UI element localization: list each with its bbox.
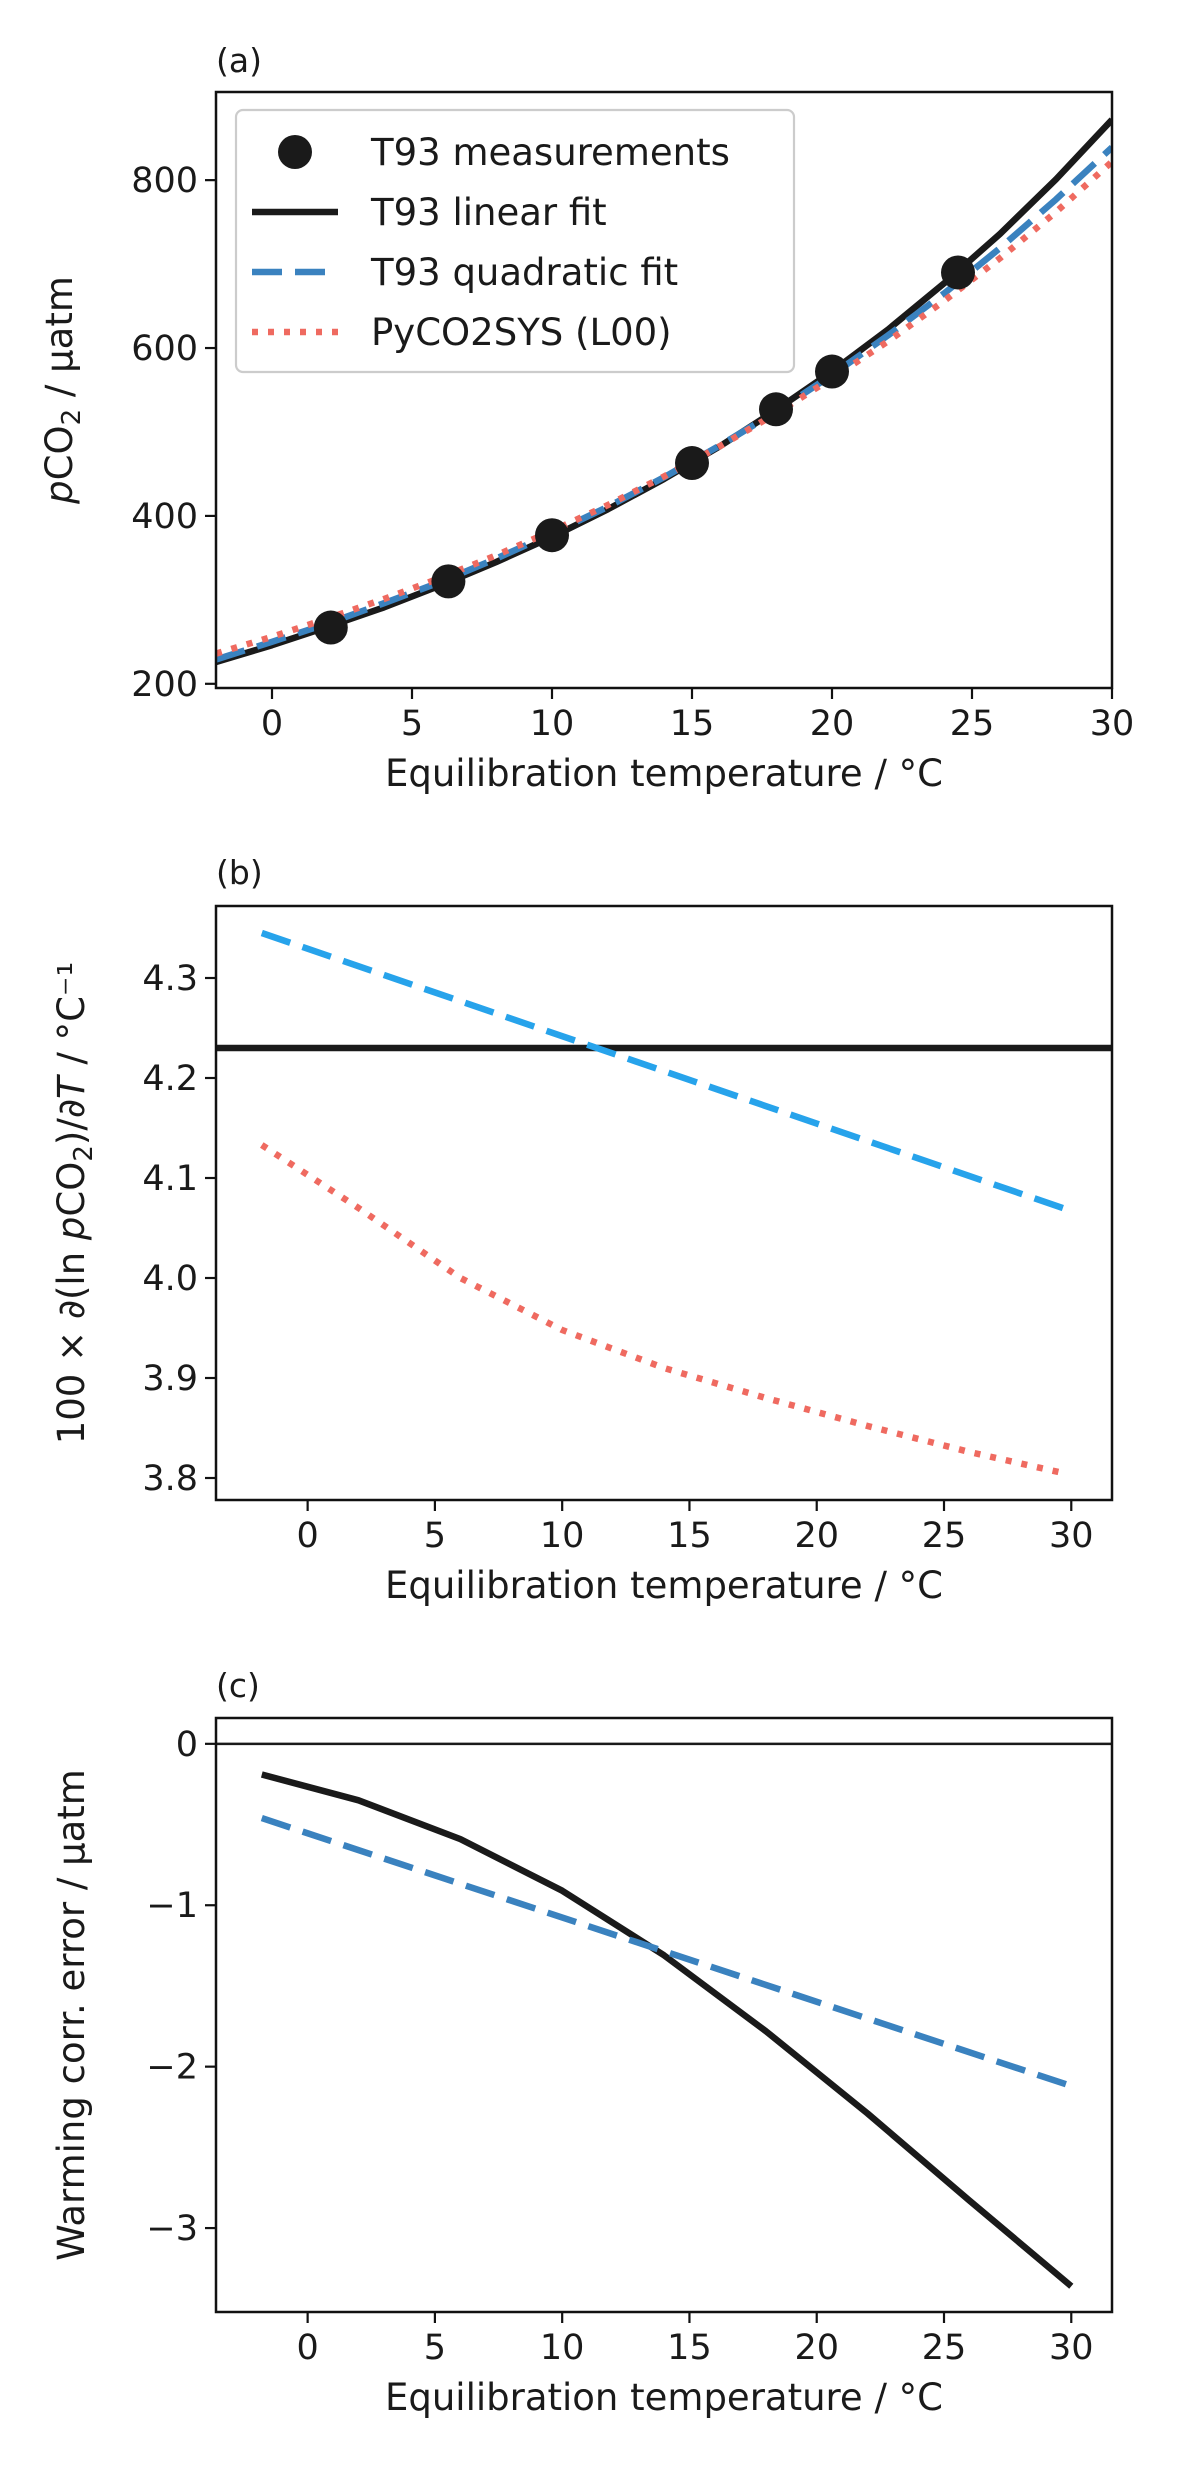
panel-a-legend: T93 measurements T93 linear fit T93 quadra… [234,108,796,374]
panel-b-x-tick-label: 15 [667,1516,712,1556]
panel-a-x-tick-label: 0 [261,704,283,744]
panel-a-y-tick-label: 600 [131,329,198,369]
panel-b-x-tick-label: 20 [794,1516,839,1556]
panel-c-y-tick-label: −2 [146,2048,198,2088]
panel-c-x-tick-label: 20 [794,2328,839,2368]
panel-b-x-axis-label: Equilibration temperature / °C [385,1564,943,1607]
panel-a-label: (a) [216,41,262,80]
panel-a-x-tick-label: 20 [810,704,855,744]
panel-b-y-tick-label: 4.1 [142,1159,198,1199]
panel-c-x-tick-label: 10 [540,2328,585,2368]
panel-a-measurement-point [815,354,849,389]
panel-a-y-tick-label: 400 [131,497,198,537]
legend-label: T93 measurements [370,131,730,174]
panel-b-plot: 0 5 10 15 20 25 30 3.8 3.9 4.0 4.1 4.2 4.3 Equilibrat… [50,904,1114,1607]
panel-a-plot-area [216,117,1112,666]
panel-b-y-tick-label: 4.0 [142,1259,198,1299]
panel-a-y-tick-label: 800 [131,161,198,201]
panel-b-x-tick-label: 5 [424,1516,446,1556]
panel-b-x-tick-label: 0 [296,1516,318,1556]
panel-a-measurement-point [431,564,466,599]
panel-b-series-pyco2sys-l00 [260,1142,1060,1476]
panel-c: (c) 0 5 10 15 20 25 30 −3 −2 −1 0 Equilibration tem… [50,1666,1114,2419]
panel-a-measurement-point [535,518,569,553]
panel-b-x-tick-label: 25 [922,1516,967,1556]
panel-c-label: (c) [216,1666,260,1705]
panel-a-measurement-point [313,610,348,645]
panel-b-series-t93-quadratic-fit [260,929,1073,1215]
panel-a-legend-box [234,108,796,374]
panel-a-frame [214,90,1114,690]
panel-c-frame [214,1716,1114,2314]
panel-b-x-tick-label: 30 [1049,1516,1094,1556]
panel-a-x-tick-label: 10 [530,704,575,744]
panel-a-x-tick-label: 30 [1090,704,1135,744]
panel-c-x-tick-label: 15 [667,2328,712,2368]
legend-entry: PyCO2SYS (L00) [252,311,672,354]
panel-b-y-tick-label: 4.3 [142,959,198,999]
panel-b-plot-area [216,929,1112,1476]
panel-b-x-tick-label: 10 [540,1516,585,1556]
panel-b-y-tick-label: 4.2 [142,1059,198,1099]
panel-a-measurement-point [675,446,709,481]
panel-a-y-tick-label: 200 [131,665,198,705]
panel-c-x-tick-label: 25 [922,2328,967,2368]
panel-b-y-tick-label: 3.9 [142,1359,198,1399]
panel-a-x-tick-label: 25 [950,704,995,744]
panel-a-measurement-point [759,392,793,427]
panel-c-y-tick-label: 0 [176,1725,198,1765]
panel-a-y-axis-label: pCO2 / µatm [38,276,87,505]
panel-a: (a) 0 5 10 15 20 25 30 200 400 600 800 Equilibratio… [38,41,1134,795]
legend-label: T93 linear fit [370,191,607,234]
panel-a-measurement-point [941,255,975,290]
panel-c-y-axis-label: Warming corr. error / µatm [50,1769,93,2261]
panel-c-y-tick-label: −1 [146,1886,198,1926]
legend-entry: T93 linear fit [252,191,607,234]
panel-b: (b) 0 5 10 15 20 25 30 3.8 3.9 4.0 4.1 4.2 4.3 Equili… [50,853,1114,1607]
panel-c-series-t93-linear-fit [260,1771,1074,2289]
panel-c-x-tick-label: 0 [296,2328,318,2368]
panel-b-label: (b) [216,853,263,892]
panel-c-x-tick-label: 30 [1049,2328,1094,2368]
legend-marker [278,135,312,169]
panel-c-series-t93-quadratic-fit [260,1815,1073,2090]
legend-entry: T93 quadratic fit [252,251,678,294]
panel-a-x-tick-label: 5 [401,704,423,744]
legend-label: T93 quadratic fit [370,251,678,294]
panel-b-frame [214,904,1114,1502]
panel-b-y-axis-label: 100 × ∂(ln pCO2)/∂T / °C⁻¹ [50,962,99,1445]
legend-label: PyCO2SYS (L00) [371,311,672,354]
panel-c-x-tick-label: 5 [424,2328,446,2368]
panel-a-x-tick-label: 15 [670,704,715,744]
panel-a-plot: 0 5 10 15 20 25 30 200 400 600 800 Equilibration te… [38,90,1135,795]
panel-b-y-tick-label: 3.8 [142,1459,198,1499]
legend-entry: T93 measurements [278,131,730,174]
panel-c-x-axis-label: Equilibration temperature / °C [385,2376,943,2419]
panel-a-x-axis-label: Equilibration temperature / °C [385,752,943,795]
panel-c-y-tick-label: −3 [146,2209,198,2249]
panel-c-plot: 0 5 10 15 20 25 30 −3 −2 −1 0 Equilibration tempera… [50,1716,1114,2419]
panel-c-plot-area [216,1742,1112,2289]
